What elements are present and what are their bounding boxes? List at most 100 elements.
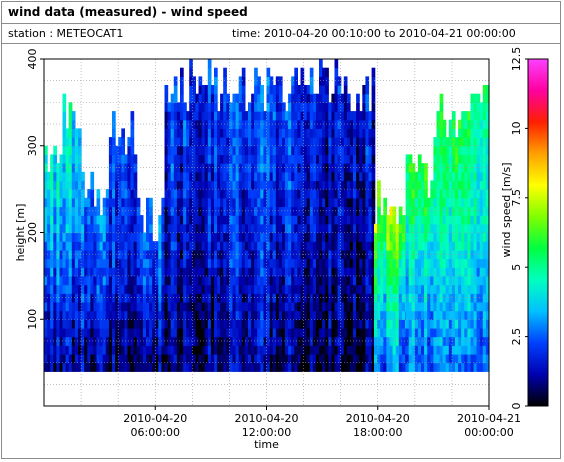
heatmap-cell <box>411 275 416 286</box>
heatmap-cell <box>167 336 172 346</box>
heatmap-cell <box>195 154 200 164</box>
heatmap-cell <box>142 319 147 329</box>
heatmap-cell <box>47 319 51 329</box>
heatmap-cell <box>198 275 203 286</box>
heatmap-cell <box>251 267 255 277</box>
heatmap-cell <box>263 111 268 121</box>
heatmap-cell <box>195 93 200 103</box>
heatmap-cell <box>71 111 76 121</box>
heatmap-cell <box>87 301 91 312</box>
heatmap-cell <box>99 310 104 320</box>
heatmap-cell <box>362 336 366 346</box>
heatmap-cell <box>201 163 206 173</box>
heatmap-cell <box>430 189 434 199</box>
heatmap-cell <box>180 85 184 95</box>
heatmap-cell <box>78 353 82 364</box>
heatmap-cell <box>266 319 271 329</box>
heatmap-cell <box>349 301 354 312</box>
heatmap-cell <box>127 154 132 164</box>
heatmap-cell <box>68 180 73 190</box>
heatmap-cell <box>275 93 280 103</box>
heatmap-cell <box>343 319 348 329</box>
heatmap-cell <box>232 249 237 260</box>
heatmap-cell <box>282 310 286 320</box>
heatmap-cell <box>386 258 391 268</box>
heatmap-cell <box>362 310 366 320</box>
heatmap-cell <box>479 258 484 268</box>
heatmap-cell <box>229 293 234 303</box>
heatmap-cell <box>84 345 88 355</box>
heatmap-cell <box>146 319 150 329</box>
heatmap-cell <box>306 301 311 312</box>
heatmap-cell <box>130 275 135 286</box>
heatmap-cell <box>439 293 444 303</box>
heatmap-cell <box>297 362 302 372</box>
heatmap-cell <box>53 171 57 182</box>
heatmap-cell <box>223 345 227 355</box>
heatmap-cell <box>53 206 57 216</box>
heatmap-cell <box>359 275 363 286</box>
heatmap-cell <box>325 336 329 346</box>
heatmap-cell <box>263 189 268 199</box>
heatmap-cell <box>201 128 206 138</box>
heatmap-cell <box>346 163 351 173</box>
heatmap-cell <box>241 284 246 294</box>
heatmap-cell <box>223 319 227 329</box>
heatmap-cell <box>424 345 428 355</box>
heatmap-cell <box>427 223 431 234</box>
heatmap-cell <box>152 267 156 277</box>
heatmap-cell <box>251 275 255 286</box>
heatmap-cell <box>368 241 373 251</box>
heatmap-cell <box>127 284 132 294</box>
heatmap-cell <box>226 128 230 138</box>
heatmap-cell <box>346 137 351 147</box>
heatmap-cell <box>316 267 320 277</box>
heatmap-cell <box>322 310 326 320</box>
heatmap-cell <box>359 336 363 346</box>
heatmap-cell <box>241 353 246 364</box>
heatmap-cell <box>56 301 61 312</box>
heatmap-cell <box>476 249 481 260</box>
heatmap-cell <box>74 301 79 312</box>
heatmap-cell <box>81 232 85 242</box>
heatmap-cell <box>275 241 280 251</box>
heatmap-cell <box>476 111 481 121</box>
heatmap-cell <box>189 319 193 329</box>
heatmap-cell <box>241 76 246 86</box>
heatmap-cell <box>353 353 357 364</box>
heatmap-cell <box>316 189 320 199</box>
heatmap-cell <box>359 249 363 260</box>
heatmap-cell <box>337 301 342 312</box>
heatmap-cell <box>439 258 444 268</box>
heatmap-cell <box>167 353 172 364</box>
heatmap-cell <box>411 215 416 225</box>
heatmap-cell <box>44 232 48 242</box>
heatmap-cell <box>278 258 283 268</box>
heatmap-cell <box>319 241 323 251</box>
heatmap-cell <box>312 275 317 286</box>
heatmap-cell <box>371 206 376 216</box>
heatmap-cell <box>112 310 116 320</box>
heatmap-cell <box>269 336 274 346</box>
heatmap-cell <box>71 293 76 303</box>
heatmap-cell <box>411 284 416 294</box>
heatmap-cell <box>424 275 428 286</box>
heatmap-cell <box>349 267 354 277</box>
heatmap-cell <box>214 189 218 199</box>
heatmap-cell <box>223 76 227 86</box>
heatmap-cell <box>392 319 397 329</box>
heatmap-cell <box>192 93 196 103</box>
heatmap-cell <box>235 336 240 346</box>
heatmap-cell <box>337 275 342 286</box>
heatmap-cell <box>285 145 289 156</box>
heatmap-cell <box>398 223 403 234</box>
heatmap-cell <box>207 284 212 294</box>
heatmap-cell <box>291 128 295 138</box>
heatmap-cell <box>260 154 264 164</box>
heatmap-cell <box>278 189 283 199</box>
heatmap-cell <box>340 180 345 190</box>
heatmap-cell <box>473 180 478 190</box>
heatmap-cell <box>458 241 462 251</box>
heatmap-cell <box>439 223 444 234</box>
heatmap-cell <box>461 128 465 138</box>
